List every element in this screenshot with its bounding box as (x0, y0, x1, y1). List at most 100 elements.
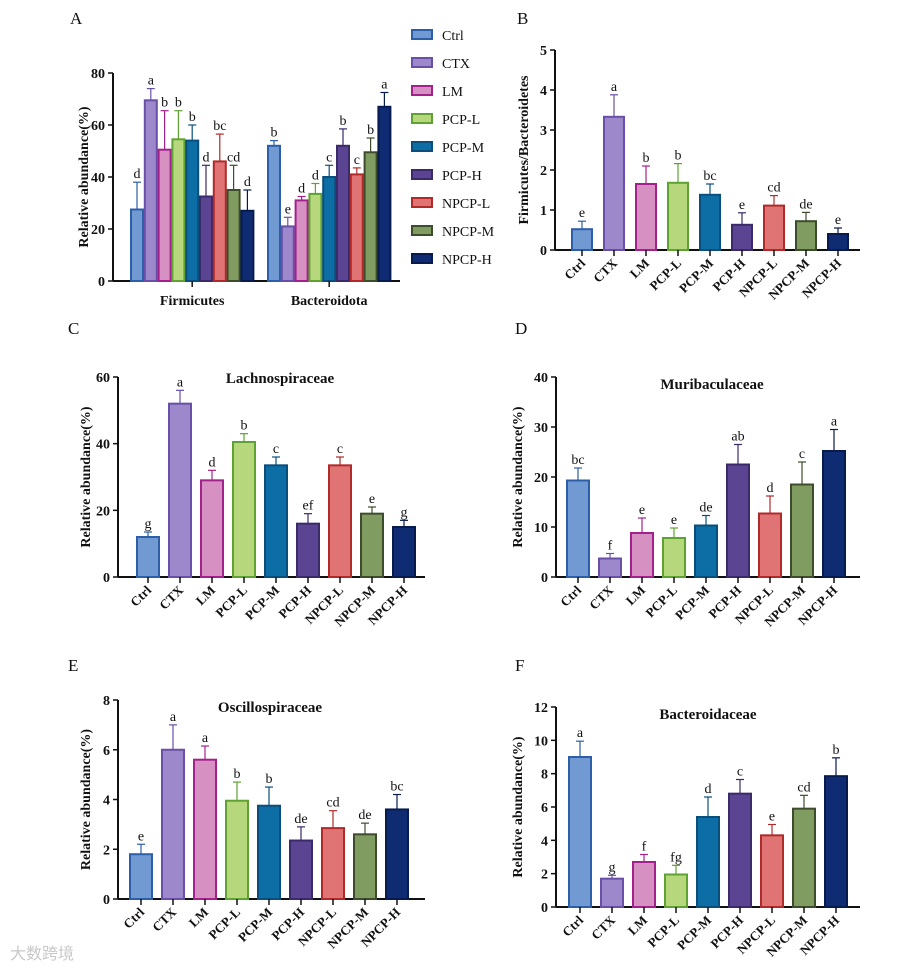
panel-f-sig-letter: e (769, 810, 775, 825)
panel-e-x-tick-label: LM (186, 905, 211, 930)
panel-c-y-axis-label: Relative abundance(%) (79, 406, 94, 548)
panel-a-bar-pcp-l (171, 138, 186, 282)
legend-label-npcp-m: NPCP-M (442, 225, 495, 240)
panel-e-y-tick-label: 2 (103, 843, 110, 858)
panel-f-bar-pcp-m (696, 816, 720, 908)
panel-b-y-tick-label: 5 (540, 44, 547, 59)
panel-b-sig-letter: cd (767, 181, 780, 196)
panel-a-bar-pcp-m (185, 139, 200, 282)
panel-f-sig-letter: a (577, 726, 584, 741)
panel-d-y-tick-label: 40 (534, 371, 548, 386)
panel-d-bar-pcp-h (726, 463, 750, 578)
panel-b-y-axis-label: Firmicutes/Bacteroidetes (517, 75, 532, 225)
panel-c-chart-title: Lachnospiraceae (226, 371, 335, 387)
panel-f-bar-pcp-l (664, 873, 688, 908)
panel-f-sig-letter: g (609, 860, 616, 875)
panel-d-bar-lm (630, 532, 654, 578)
panel-d-sig-letter: e (671, 513, 677, 528)
panel-a-sig-letter: b (340, 114, 347, 129)
panel-a-sig-letter: b (189, 110, 196, 125)
legend-swatch-npcp-m (411, 225, 433, 236)
panel-d-sig-letter: e (639, 503, 645, 518)
panel-a-bar-pcp-l (308, 192, 323, 282)
panel-d-bar-npcp-l (758, 512, 782, 578)
panel-a-sig-letter: d (134, 167, 141, 182)
panel-e-y-tick-label: 4 (103, 794, 110, 809)
panel-e-sig-letter: bc (390, 780, 403, 795)
panel-f-bar-npcp-h (824, 775, 848, 909)
panel-e-sig-letter: e (138, 829, 144, 844)
panel-b-bar-ctx (603, 115, 625, 251)
panel-f-sig-letter: c (737, 765, 743, 780)
panel-d-x-tick-label: Ctrl (557, 582, 584, 609)
panel-c-sig-letter: g (145, 517, 152, 532)
panel-a-sig-letter: cd (227, 150, 240, 165)
panel-b-sig-letter: e (579, 206, 585, 221)
panel-e-bar-npcp-h (385, 808, 409, 901)
panel-e-x-tick-label: Ctrl (120, 904, 147, 931)
panel-d-sig-letter: ab (731, 430, 744, 445)
panel-d-sig-letter: bc (571, 453, 584, 468)
panel-c-panel-letter: C (68, 319, 79, 338)
panel-e-sig-letter: a (202, 731, 209, 746)
panel-b-bar-ctrl (571, 228, 593, 251)
panel-b-bar-npcp-m (795, 220, 817, 251)
panel-a-sig-letter: d (312, 169, 319, 184)
panel-e-bar-lm (193, 758, 217, 901)
panel-b-bar-npcp-h (827, 233, 849, 251)
panel-f-sig-letter: cd (797, 780, 810, 795)
panel-a-bar-lm (157, 148, 172, 282)
panel-c-y-tick-label: 40 (96, 438, 110, 453)
legend-label-pcp-l: PCP-L (442, 113, 480, 128)
panel-a-sig-letter: b (367, 123, 374, 138)
panel-d-sig-letter: d (767, 481, 774, 496)
panel-f-bar-npcp-m (792, 807, 816, 909)
legend-swatch-ctx (411, 57, 433, 68)
panel-b-x-tick-label: LM (627, 256, 652, 281)
panel-e-chart-title: Oscillospiraceae (218, 700, 322, 716)
panel-a-y-tick-label: 80 (91, 67, 105, 82)
panel-a-y-tick-label: 0 (98, 275, 105, 290)
panel-a-sig-letter: b (271, 126, 278, 141)
panel-e-x-tick-label: CTX (149, 904, 179, 934)
legend-label-ctrl: Ctrl (442, 29, 464, 44)
panel-b-y-tick-label: 4 (540, 84, 547, 99)
panel-b-sig-letter: a (611, 80, 618, 95)
panel-d-x-tick-label: CTX (586, 582, 616, 612)
panel-a-y-tick-label: 60 (91, 119, 105, 134)
panel-a-bar-npcp-l (212, 160, 227, 282)
panel-a-sig-letter: d (298, 182, 305, 197)
panel-b-bar-pcp-h (731, 223, 753, 252)
panel-c-sig-letter: d (209, 455, 216, 470)
panel-d-sig-letter: c (799, 447, 805, 462)
panel-e-sig-letter: a (170, 710, 177, 725)
panel-b-bar-npcp-l (763, 204, 785, 252)
panel-e-panel-letter: E (68, 656, 78, 675)
panel-f-sig-letter: b (833, 743, 840, 758)
panel-d-bar-pcp-l (662, 537, 686, 578)
panel-e-bar-ctrl (129, 853, 153, 900)
panel-a-sig-letter: bc (213, 119, 226, 134)
panel-f-y-tick-label: 2 (541, 868, 548, 883)
legend-swatch-pcp-h (411, 169, 433, 180)
panel-a-sig-letter: d (244, 175, 251, 190)
panel-c-x-tick-label: Ctrl (127, 582, 154, 609)
panel-c-bar-lm (200, 479, 224, 579)
panel-d-x-tick-label: LM (623, 583, 648, 608)
panel-a-bar-pcp-h (336, 144, 350, 282)
panel-a-sig-letter: d (203, 150, 210, 165)
legend-label-lm: LM (442, 85, 464, 100)
panel-b-sig-letter: bc (703, 169, 716, 184)
panel-d-bar-ctx (598, 557, 622, 578)
panel-f-y-axis-label: Relative abundance(%) (511, 736, 526, 878)
panel-f-bar-npcp-l (760, 834, 784, 908)
panel-d-y-tick-label: 10 (534, 521, 548, 536)
panel-d-bar-npcp-h (822, 450, 846, 578)
panel-d-y-tick-label: 20 (534, 471, 548, 486)
panel-d-sig-letter: a (831, 415, 838, 430)
panel-f-x-tick-label: LM (625, 913, 650, 938)
legend-swatch-pcp-l (411, 113, 433, 124)
legend-label-npcp-h: NPCP-H (442, 253, 492, 268)
panel-b-sig-letter: b (643, 151, 650, 166)
